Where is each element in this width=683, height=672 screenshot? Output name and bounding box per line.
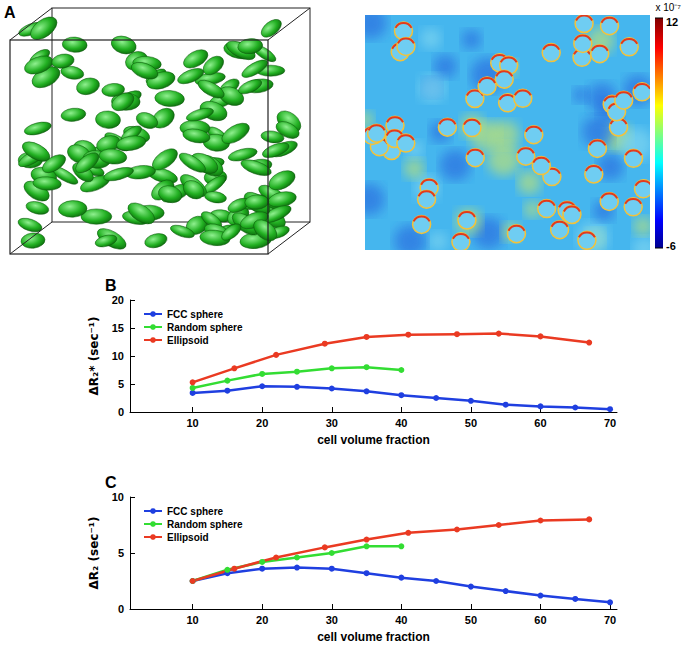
svg-text:10: 10 [112,350,124,362]
svg-text:cell volume fraction: cell volume fraction [317,433,430,447]
svg-text:50: 50 [465,614,477,626]
svg-text:10: 10 [186,614,198,626]
svg-text:5: 5 [118,378,124,390]
svg-text:40: 40 [395,417,407,429]
svg-text:0: 0 [118,603,124,615]
svg-text:Ellipsoid: Ellipsoid [167,532,209,543]
svg-text:x 10⁻⁷: x 10⁻⁷ [655,2,681,13]
svg-text:20: 20 [256,417,268,429]
svg-text:10: 10 [112,491,124,503]
svg-text:20: 20 [256,614,268,626]
svg-text:70: 70 [604,417,616,429]
svg-text:0: 0 [118,406,124,418]
svg-text:cell volume fraction: cell volume fraction [317,630,430,644]
svg-text:Random sphere: Random sphere [167,519,243,530]
svg-text:FCC sphere: FCC sphere [167,309,224,320]
svg-text:70: 70 [604,614,616,626]
svg-text:-6: -6 [666,240,676,252]
svg-text:30: 30 [326,614,338,626]
svg-text:40: 40 [395,614,407,626]
svg-text:A: A [4,4,16,21]
svg-text:ΔR₂ (sec⁻¹): ΔR₂ (sec⁻¹) [87,517,101,590]
svg-text:Random sphere: Random sphere [167,322,243,333]
svg-text:60: 60 [534,417,546,429]
svg-text:5: 5 [118,547,124,559]
svg-text:ΔR₂* (sec⁻¹): ΔR₂* (sec⁻¹) [87,316,101,395]
svg-text:50: 50 [465,417,477,429]
svg-text:FCC sphere: FCC sphere [167,506,224,517]
svg-text:10: 10 [186,417,198,429]
svg-text:60: 60 [534,614,546,626]
svg-text:C: C [105,474,117,491]
svg-text:12: 12 [666,16,678,28]
svg-text:15: 15 [112,322,124,334]
svg-text:B: B [105,277,117,294]
svg-text:30: 30 [326,417,338,429]
svg-text:20: 20 [112,294,124,306]
svg-text:Ellipsoid: Ellipsoid [167,335,209,346]
